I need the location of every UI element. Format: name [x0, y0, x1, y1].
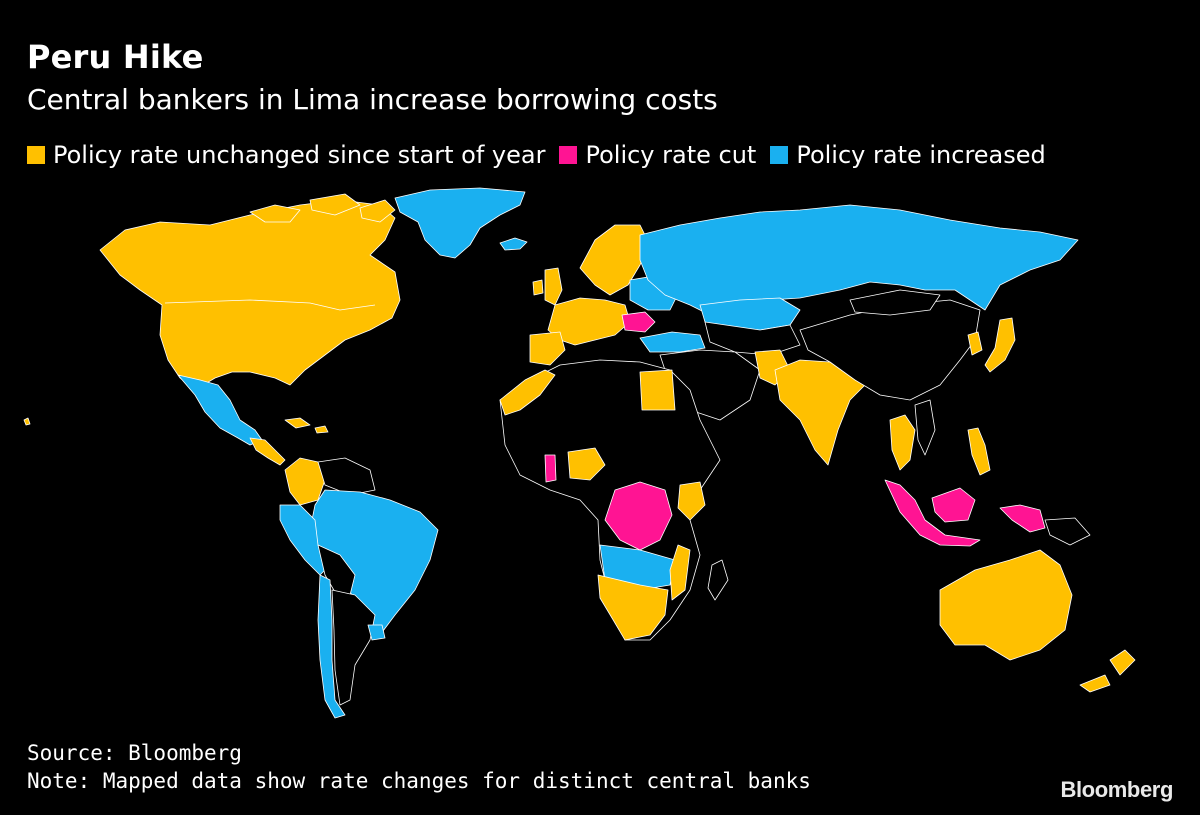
region-vietnam	[914, 399, 936, 456]
region-romania	[621, 311, 656, 333]
region-korea	[967, 331, 983, 356]
footnote: Note: Mapped data show rate changes for …	[27, 769, 811, 793]
region-iceland	[499, 237, 528, 251]
legend-item-cut: Policy rate cut	[559, 141, 756, 169]
legend-item-unchanged: Policy rate unchanged since start of yea…	[27, 141, 545, 169]
region-dr-congo	[604, 481, 673, 551]
world-map	[23, 187, 1136, 719]
region-iberia	[529, 331, 566, 366]
region-greenland	[394, 187, 526, 259]
region-central-america	[249, 437, 286, 466]
region-north-africa	[499, 369, 556, 416]
region-indonesia	[884, 479, 1046, 547]
region-papua	[1044, 517, 1091, 546]
region-japan	[984, 317, 1016, 373]
region-thailand	[889, 414, 916, 471]
legend-label-unchanged: Policy rate unchanged since start of yea…	[53, 141, 546, 169]
chart-title: Peru Hike	[27, 38, 204, 76]
region-arctic-islands	[249, 193, 396, 223]
legend-label-cut: Policy rate cut	[585, 141, 757, 169]
region-caribbean	[284, 417, 329, 434]
region-colombia	[284, 457, 326, 506]
region-turkey	[639, 331, 706, 353]
region-australia	[939, 549, 1073, 661]
region-venezuela	[317, 457, 376, 496]
legend-swatch-increased	[770, 146, 789, 164]
legend: Policy rate unchanged since start of yea…	[27, 141, 1060, 169]
region-uruguay	[367, 624, 386, 641]
legend-item-increased: Policy rate increased	[770, 141, 1046, 169]
region-kenya	[677, 481, 706, 521]
region-north-america	[99, 199, 401, 391]
region-uk	[544, 267, 563, 306]
region-mongolia	[849, 289, 941, 316]
region-madagascar	[707, 559, 729, 601]
region-india	[774, 359, 866, 466]
region-mozambique	[669, 544, 691, 601]
region-hawaii	[23, 417, 31, 426]
region-egypt	[639, 369, 676, 411]
region-mexico	[177, 374, 263, 446]
source-note: Source: Bloomberg	[27, 741, 242, 765]
region-argentina	[331, 589, 376, 706]
region-ireland	[532, 279, 544, 296]
legend-swatch-unchanged	[27, 146, 45, 164]
bloomberg-logo: Bloomberg	[1060, 777, 1173, 802]
region-chile	[317, 574, 346, 719]
chart-subtitle: Central bankers in Lima increase borrowi…	[27, 83, 718, 116]
region-nigeria	[567, 447, 606, 481]
region-ghana	[544, 454, 557, 483]
region-new-zealand	[1079, 649, 1136, 693]
legend-label-increased: Policy rate increased	[796, 141, 1046, 169]
region-south-africa	[597, 574, 669, 641]
region-canada-border	[164, 299, 376, 311]
region-philippines	[967, 427, 991, 476]
legend-swatch-cut	[559, 146, 578, 164]
region-central-asia	[704, 321, 801, 356]
